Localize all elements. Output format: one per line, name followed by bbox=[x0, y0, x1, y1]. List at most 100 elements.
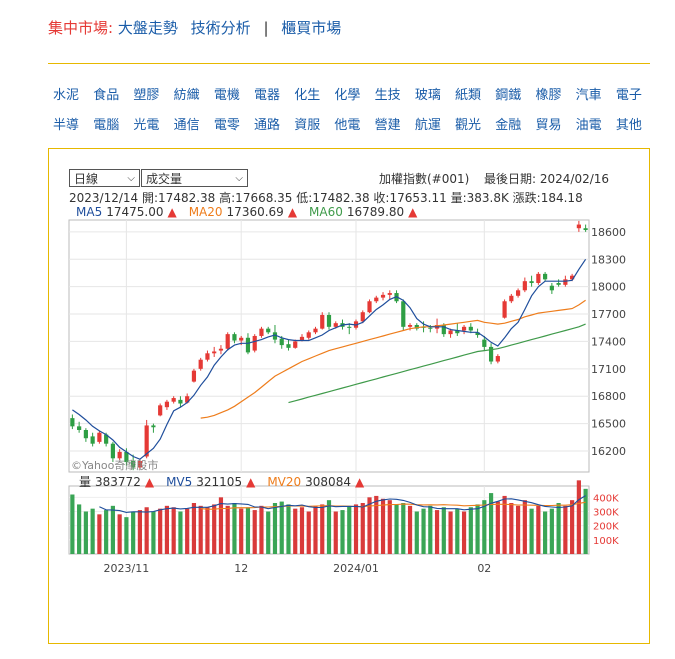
category-link[interactable]: 紙類 bbox=[455, 88, 482, 103]
volume-legend-item: MV20 308084 ▲ bbox=[267, 475, 364, 489]
ohlc-high: 高:17668.35 bbox=[219, 191, 293, 205]
candle-body bbox=[137, 461, 143, 468]
volume-legend-value: 308084 bbox=[305, 475, 351, 489]
category-link[interactable]: 玻璃 bbox=[414, 88, 441, 103]
category-link[interactable]: 汽車 bbox=[575, 88, 602, 103]
price-tick-label: 18600 bbox=[591, 226, 626, 239]
candle-body bbox=[549, 285, 554, 291]
volume-bar bbox=[448, 511, 453, 554]
candle-body bbox=[110, 443, 115, 459]
nav-link-otc-market[interactable]: 櫃買市場 bbox=[281, 19, 342, 37]
ma-legend-value: 16789.80 bbox=[346, 205, 405, 219]
price-tick-label: 18000 bbox=[591, 281, 626, 294]
volume-bar bbox=[556, 503, 561, 554]
volume-bar bbox=[502, 495, 507, 554]
volume-bar bbox=[239, 508, 244, 554]
category-link[interactable]: 電器 bbox=[254, 88, 281, 103]
category-link[interactable]: 塑膠 bbox=[133, 88, 160, 103]
category-link[interactable]: 光電 bbox=[133, 118, 160, 133]
candle-body bbox=[347, 326, 352, 328]
category-link[interactable]: 金融 bbox=[495, 118, 522, 133]
volume-legend-label: MV5 bbox=[166, 475, 193, 489]
volume-bar bbox=[198, 505, 203, 554]
candle-body bbox=[320, 314, 325, 329]
category-link[interactable]: 紡織 bbox=[173, 88, 200, 103]
up-arrow-icon: ▲ bbox=[246, 475, 256, 489]
candle-body bbox=[509, 295, 514, 302]
candle-body bbox=[225, 334, 230, 349]
category-link[interactable]: 電零 bbox=[213, 118, 240, 133]
category-link[interactable]: 化生 bbox=[294, 88, 321, 103]
candle-body bbox=[448, 330, 453, 335]
candle-body bbox=[441, 325, 446, 335]
nav-current-market: 集中市場: bbox=[48, 19, 114, 37]
category-link[interactable]: 生技 bbox=[374, 88, 401, 103]
category-link[interactable]: 化學 bbox=[334, 88, 361, 103]
category-link[interactable]: 電腦 bbox=[93, 118, 120, 133]
index-name: 加權指數(#001) bbox=[379, 172, 470, 186]
ma-legend-label: MA60 bbox=[309, 205, 343, 219]
volume-bar bbox=[414, 511, 419, 554]
price-tick-label: 17700 bbox=[591, 308, 626, 321]
volume-bar bbox=[90, 508, 95, 554]
category-link[interactable]: 油電 bbox=[575, 118, 602, 133]
candle-body bbox=[313, 328, 318, 333]
category-link[interactable]: 半導 bbox=[53, 118, 80, 133]
category-link[interactable]: 通信 bbox=[173, 118, 200, 133]
candle-body bbox=[556, 283, 561, 285]
category-link[interactable]: 營建 bbox=[374, 118, 401, 133]
volume-bar bbox=[212, 504, 217, 554]
volume-bar bbox=[340, 510, 345, 554]
up-arrow-icon: ▲ bbox=[144, 475, 155, 489]
category-link[interactable]: 電機 bbox=[213, 88, 240, 103]
indicator-select[interactable]: 成交量 ⌵ bbox=[141, 169, 248, 187]
candle-body bbox=[259, 328, 264, 336]
candle-body bbox=[583, 228, 588, 231]
chevron-down-icon: ⌵ bbox=[127, 172, 135, 184]
ohlc-low: 低:17482.38 bbox=[296, 191, 370, 205]
volume-bar bbox=[320, 504, 325, 554]
category-link[interactable]: 航運 bbox=[414, 118, 441, 133]
category-link[interactable]: 水泥 bbox=[53, 88, 80, 103]
chart-panel: 日線 ⌵ 成交量 ⌵ 加權指數(#001) 最後日期: 2024/02/16 2… bbox=[48, 148, 650, 644]
candle-body bbox=[117, 451, 122, 459]
candle-body bbox=[90, 436, 95, 444]
category-link[interactable]: 通路 bbox=[254, 118, 281, 133]
price-tick-label: 17100 bbox=[591, 363, 626, 376]
nav-link-market-trend[interactable]: 大盤走勢 bbox=[117, 19, 178, 37]
category-link[interactable]: 電子 bbox=[615, 88, 642, 103]
ohlc-change: 漲跌:184.18 bbox=[512, 191, 583, 205]
volume-bar bbox=[164, 505, 170, 554]
nav-link-technical-analysis[interactable]: 技術分析 bbox=[190, 19, 251, 37]
candle-body bbox=[164, 401, 170, 408]
candle-body bbox=[77, 426, 82, 430]
volume-bar bbox=[455, 508, 460, 554]
category-link[interactable]: 鋼鐵 bbox=[495, 88, 522, 103]
price-volume-chart: 16200 16500 16800 17100 17400 17700 18000 18300… bbox=[68, 219, 626, 575]
candle-body bbox=[326, 314, 332, 327]
volume-bar bbox=[131, 511, 136, 554]
candle-body bbox=[272, 332, 278, 340]
category-link[interactable]: 資服 bbox=[294, 118, 321, 133]
volume-bar bbox=[185, 508, 190, 554]
candle-body bbox=[482, 339, 487, 347]
category-link[interactable]: 他電 bbox=[334, 118, 361, 133]
candle-body bbox=[522, 281, 527, 291]
category-link[interactable]: 觀光 bbox=[455, 118, 482, 133]
category-link[interactable]: 貿易 bbox=[535, 118, 562, 133]
candle-body bbox=[468, 326, 473, 331]
period-select[interactable]: 日線 ⌵ bbox=[69, 169, 140, 187]
category-link[interactable]: 其他 bbox=[615, 118, 642, 133]
volume-bar bbox=[461, 511, 467, 554]
x-tick-label: 12 bbox=[234, 562, 248, 575]
volume-bar bbox=[293, 508, 298, 554]
ma-legend-label: MA20 bbox=[188, 205, 223, 219]
category-link[interactable]: 橡膠 bbox=[535, 88, 562, 103]
ma5-line bbox=[72, 258, 587, 460]
mv20-line bbox=[200, 501, 586, 510]
price-tick-label: 18300 bbox=[591, 253, 626, 266]
candle-body bbox=[245, 337, 251, 353]
category-link[interactable]: 食品 bbox=[93, 88, 120, 103]
volume-bar bbox=[468, 507, 473, 554]
mv5-line bbox=[99, 495, 586, 513]
